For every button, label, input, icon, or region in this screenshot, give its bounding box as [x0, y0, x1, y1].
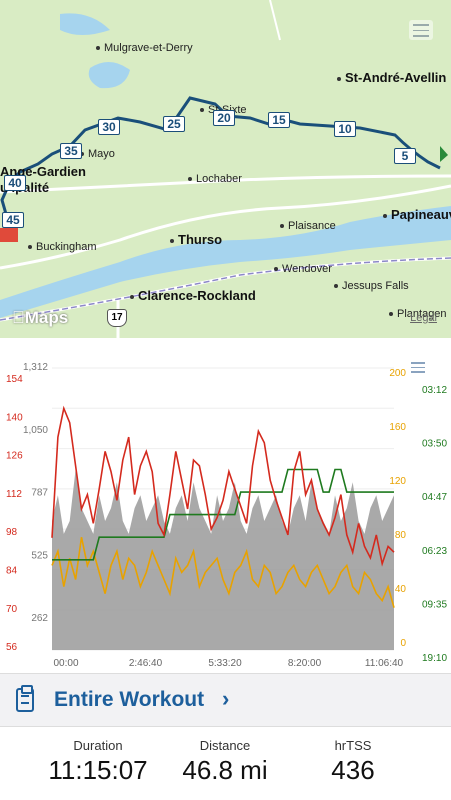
maps-logo: Maps [12, 308, 68, 328]
workout-chart[interactable]: 154 140 126 112 98 84 70 56 1,312 1,050 787 525 262 2… [0, 338, 451, 673]
place-label: Lochaber [188, 173, 242, 185]
x-tick-label: 8:20:00 [288, 658, 322, 669]
pace-tick-label: 03:50 [422, 439, 447, 450]
pace-tick-label: 19:10 [422, 653, 447, 664]
pace-line [52, 468, 394, 561]
mile-marker: 35 [60, 143, 82, 159]
elevation-tick-label: 262 [31, 613, 48, 624]
elevation-tick-label: 1,050 [23, 425, 48, 436]
x-tick-label: 00:00 [53, 658, 78, 669]
mile-marker: 45 [2, 212, 24, 228]
stat-label: Distance [199, 738, 251, 753]
place-label: Papineauv [383, 207, 451, 222]
stat-value: 436 [331, 755, 375, 785]
place-label: St-André-Avellin [337, 70, 446, 85]
map-menu-icon[interactable] [409, 20, 433, 40]
x-tick-label: 5:33:20 [208, 658, 242, 669]
chart-menu-icon[interactable] [411, 362, 427, 376]
elevation-tick-label: 787 [31, 488, 48, 499]
place-label: Plaisance [280, 220, 336, 232]
mile-marker: 10 [334, 121, 356, 137]
hr-tick-label: 154 [6, 374, 23, 385]
hr-tick-label: 98 [6, 527, 18, 538]
stat-distance: Distance 46.8 mi [175, 738, 275, 786]
workout-stats: Duration 11:15:07 Distance 46.8 mi hrTSS… [0, 728, 451, 800]
pace-tick-label: 04:47 [422, 492, 447, 503]
stat-label: hrTSS [334, 738, 372, 753]
route-shield: 17 [107, 309, 127, 327]
cadence-tick-label: 40 [395, 584, 407, 595]
stat-value: 46.8 mi [182, 755, 268, 785]
cadence-tick-label: 0 [400, 638, 406, 649]
place-label: Mayo [80, 148, 115, 160]
pace-tick-label: 03:12 [422, 385, 447, 396]
x-tick-label: 2:46:40 [129, 658, 163, 669]
place-label: Buckingham [28, 241, 97, 253]
route-map[interactable]: Mulgrave-et-Derry St-André-Avellin St-Si… [0, 0, 451, 338]
place-label: Mulgrave-et-Derry [96, 42, 193, 54]
place-label: Thurso [170, 232, 222, 247]
workout-selector[interactable]: Entire Workout › [0, 673, 451, 727]
place-label: Clarence-Rockland [130, 288, 256, 303]
legal-link[interactable]: Legal [410, 312, 437, 324]
stat-value: 11:15:07 [48, 755, 148, 785]
elevation-tick-label: 1,312 [23, 362, 48, 373]
heart-rate-line [51, 405, 395, 567]
hr-tick-label: 70 [6, 604, 18, 615]
clipboard-icon [16, 685, 34, 712]
hr-tick-label: 84 [6, 566, 18, 577]
mile-marker: 30 [98, 119, 120, 135]
mile-marker: 25 [163, 116, 185, 132]
place-label: Plantagen [389, 308, 447, 320]
hr-tick-label: 56 [6, 642, 18, 653]
elevation-tick-label: 525 [31, 550, 48, 561]
pace-tick-label: 09:35 [422, 599, 447, 610]
chevron-right-icon[interactable]: › [222, 686, 230, 711]
mile-marker: 5 [394, 148, 416, 164]
stat-hrtss: hrTSS 436 [303, 738, 403, 786]
cadence-line [51, 537, 395, 608]
maps-brand: Maps [12, 308, 68, 327]
stat-label: Duration [73, 738, 123, 753]
cadence-tick-label: 120 [389, 476, 406, 487]
place-label: Wendover [274, 263, 332, 275]
workout-title[interactable]: Entire Workout [54, 688, 205, 711]
mile-marker: 20 [213, 110, 235, 126]
stat-duration: Duration 11:15:07 [48, 738, 148, 786]
cadence-tick-label: 160 [389, 422, 406, 433]
elevation-area [52, 469, 394, 650]
mile-marker: 15 [268, 112, 290, 128]
cadence-tick-label: 80 [395, 530, 407, 541]
place-label: Jessups Falls [334, 280, 409, 292]
cadence-tick-label: 200 [389, 368, 406, 379]
pace-tick-label: 06:23 [422, 546, 447, 557]
mile-marker: 40 [4, 175, 26, 191]
hr-tick-label: 126 [6, 451, 23, 462]
x-tick-label: 11:06:40 [365, 658, 404, 669]
hr-tick-label: 112 [6, 489, 22, 500]
chart-svg: 154 140 126 112 98 84 70 56 1,312 1,050 787 525 262 2… [6, 362, 447, 669]
hr-tick-label: 140 [6, 412, 23, 423]
